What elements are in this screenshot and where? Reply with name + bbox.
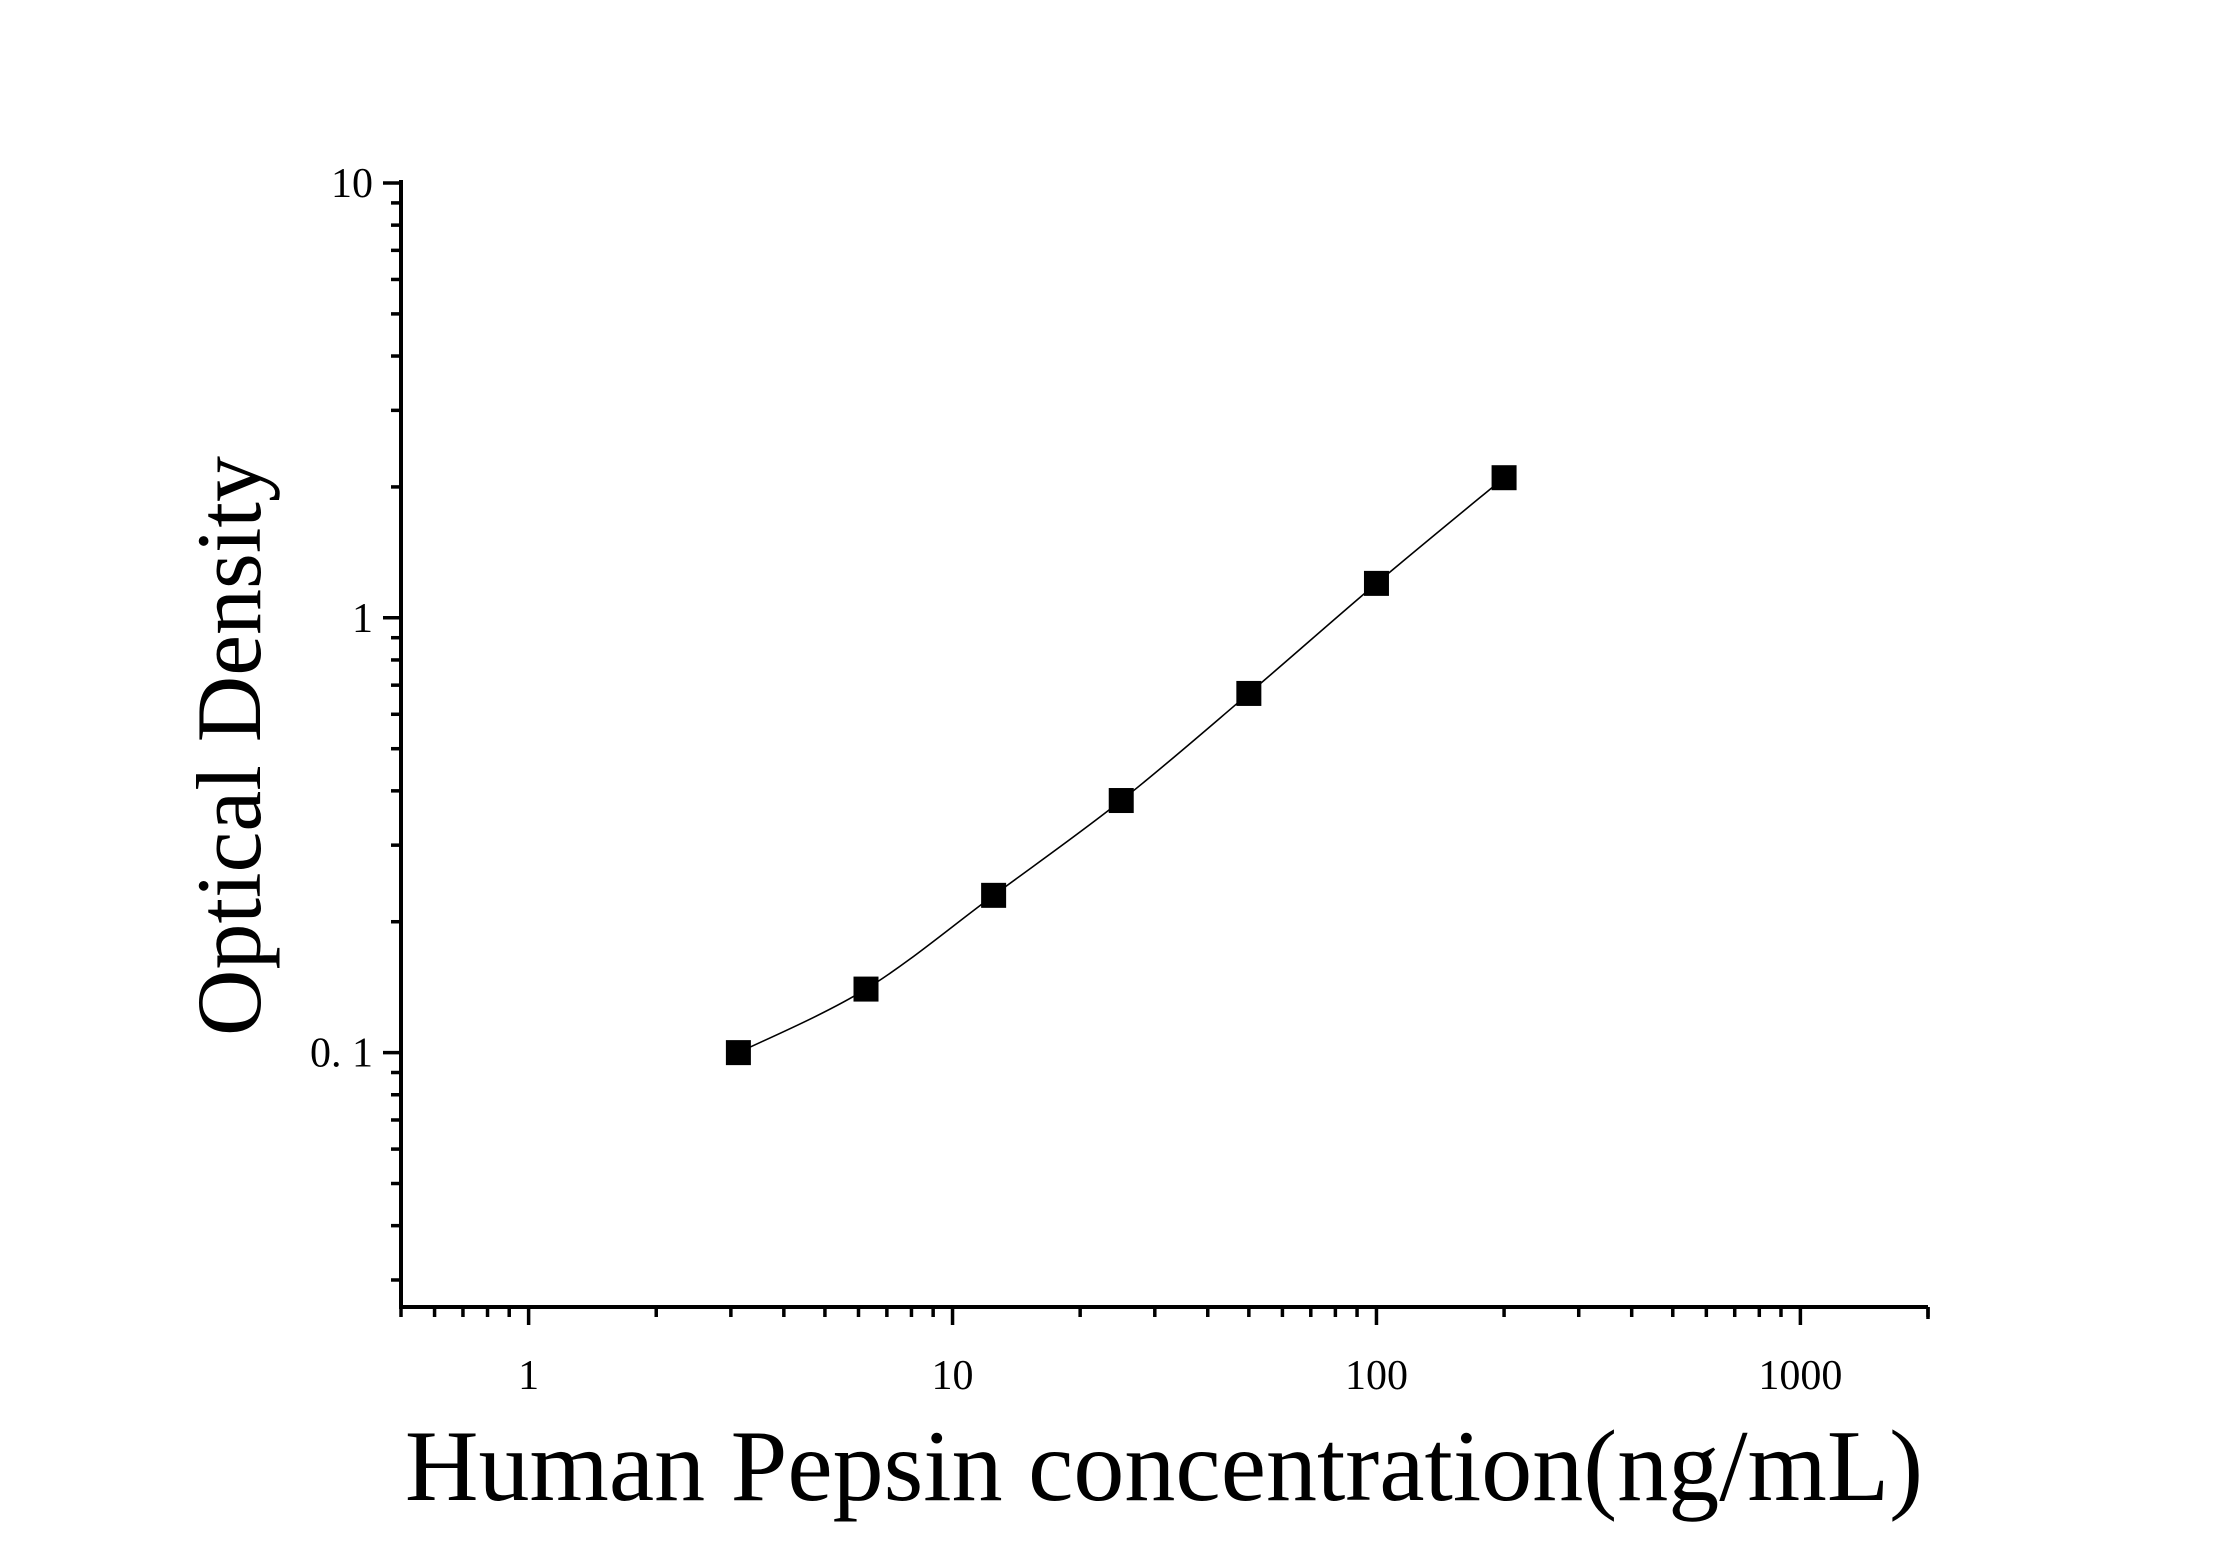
y-tick-label: 0. 1	[310, 1031, 373, 1077]
x-tick-label: 100	[1345, 1353, 1408, 1399]
x-tick-label: 1	[518, 1353, 539, 1399]
x-axis-title: Human Pepsin concentration(ng/mL)	[405, 1410, 1923, 1523]
data-point-marker	[725, 1040, 751, 1066]
axis-ticks	[383, 181, 1930, 1325]
plot-axes	[399, 180, 1928, 1309]
data-point-marker	[853, 976, 879, 1002]
data-point-marker	[1363, 570, 1389, 596]
data-point-marker	[1491, 465, 1517, 491]
x-tick-label: 10	[932, 1353, 974, 1399]
data-points	[725, 465, 1517, 1066]
data-point-marker	[1108, 788, 1134, 814]
x-tick-label: 1000	[1758, 1353, 1842, 1399]
y-axis-title: Optical Density	[178, 456, 280, 1036]
data-point-marker	[1236, 680, 1262, 706]
fit-curve-layer	[738, 477, 1505, 1054]
fit-curve	[738, 477, 1505, 1054]
data-point-marker	[981, 882, 1007, 908]
y-tick-label: 1	[352, 596, 373, 642]
axis-tick-labels: 1 10 100 1000 0. 1 1 10	[310, 161, 1842, 1399]
y-tick-label: 10	[331, 161, 373, 207]
